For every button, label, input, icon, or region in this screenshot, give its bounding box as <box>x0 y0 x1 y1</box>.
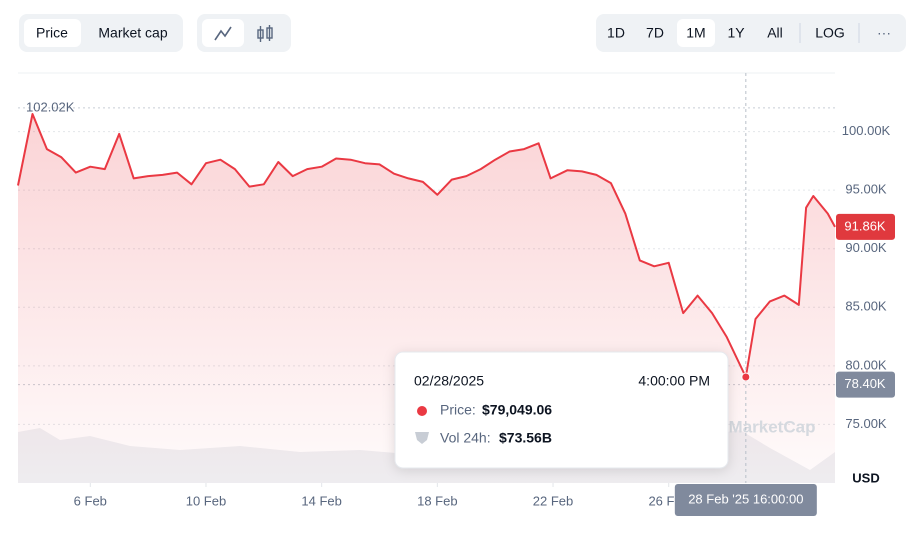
range-button[interactable]: 1Y <box>727 25 745 41</box>
tooltip-date: 02/28/2025 <box>414 373 484 389</box>
y-tick-label: 75.00K <box>845 416 887 431</box>
tab[interactable]: Market cap <box>98 25 167 41</box>
tooltip-vol: $73.56B <box>499 430 552 446</box>
y-tick-label: 80.00K <box>845 357 887 372</box>
more-button[interactable]: ··· <box>877 25 891 41</box>
tab[interactable]: Price <box>36 25 68 41</box>
low-label: 78.40K <box>844 376 886 391</box>
low-badge <box>836 371 895 398</box>
y-tick-label: 100.00K <box>842 123 891 138</box>
range-button[interactable]: 7D <box>646 25 664 41</box>
tab-active[interactable] <box>24 19 81 47</box>
x-tick-label: 22 Feb <box>533 493 573 508</box>
tooltip-price: $79,049.06 <box>482 402 552 418</box>
x-tick-label: 14 Feb <box>301 493 341 508</box>
price-dot <box>417 406 427 416</box>
price-line <box>17 113 836 378</box>
range-active[interactable] <box>677 19 715 47</box>
hover-dot <box>741 372 751 382</box>
line-icon <box>214 26 232 41</box>
current-badge <box>836 213 895 240</box>
vol-icon <box>415 432 429 444</box>
tooltip-time: 4:00:00 PM <box>638 373 710 389</box>
x-tick-label: 18 Feb <box>417 493 457 508</box>
watermark: MarketCap <box>729 417 816 436</box>
candle-icon[interactable] <box>257 25 273 42</box>
high-label: 102.02K <box>26 99 75 114</box>
range-button[interactable]: 1M <box>686 25 705 41</box>
current-label: 91.86K <box>844 218 886 233</box>
range-button[interactable]: 1D <box>607 25 625 41</box>
x-tick-label: 10 Feb <box>186 493 226 508</box>
crosshair-label: 28 Feb '25 16:00:00 <box>688 491 803 506</box>
range-button[interactable]: All <box>767 25 783 41</box>
tooltip-price-label: Price: <box>440 402 476 418</box>
range-group <box>596 14 906 52</box>
y-tick-label: 90.00K <box>845 240 887 255</box>
unit-label: USD <box>852 470 879 485</box>
y-tick-label: 85.00K <box>845 299 887 314</box>
y-tick-label: 95.00K <box>845 182 887 197</box>
tooltip <box>394 351 729 469</box>
tooltip-vol-label: Vol 24h: <box>440 430 491 446</box>
crosshair-badge <box>674 484 817 516</box>
x-tick-label: 6 Feb <box>74 493 107 508</box>
log-button[interactable]: LOG <box>815 25 845 41</box>
